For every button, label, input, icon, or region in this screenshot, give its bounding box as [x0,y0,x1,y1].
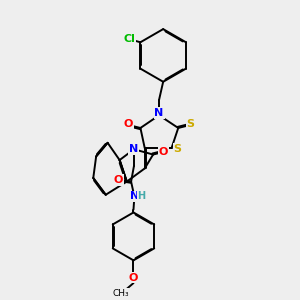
Text: Cl: Cl [124,34,136,44]
Text: O: O [123,119,133,129]
Text: S: S [173,144,181,154]
Text: N: N [129,144,139,154]
Text: H: H [137,191,146,201]
Text: O: O [114,175,123,185]
Text: S: S [187,119,195,129]
Text: CH₃: CH₃ [112,289,129,298]
Text: O: O [129,273,138,283]
Text: O: O [158,147,168,157]
Text: N: N [130,191,139,201]
Text: N: N [154,108,164,118]
